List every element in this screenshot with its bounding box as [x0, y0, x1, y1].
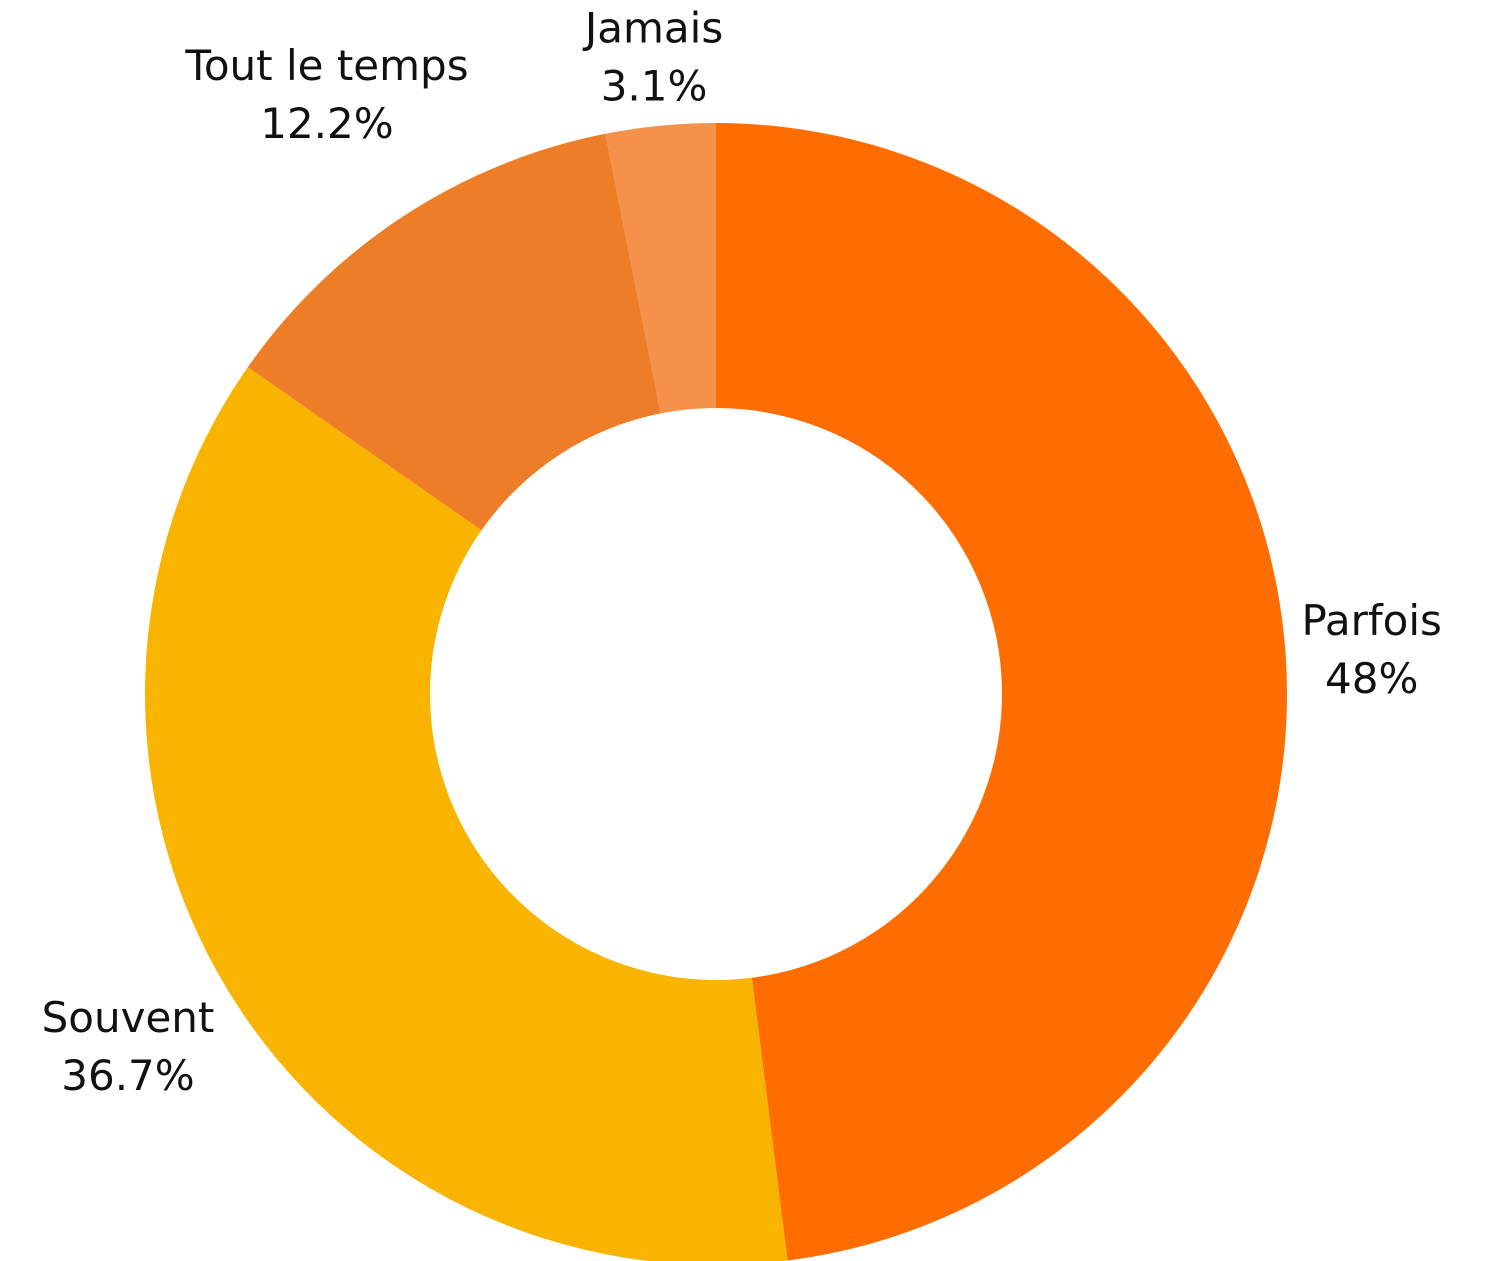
donut-slice	[247, 133, 661, 531]
slice-value-label: 3.1%	[601, 62, 708, 111]
slice-label: Souvent	[42, 993, 215, 1042]
slice-label: Jamais	[582, 4, 723, 53]
slice-value-label: 12.2%	[260, 99, 393, 148]
slice-value-label: 36.7%	[61, 1051, 194, 1100]
donut-slice	[716, 123, 1288, 1261]
slice-value-label: 48%	[1325, 654, 1418, 703]
slice-label: Parfois	[1301, 596, 1441, 645]
donut-slice	[145, 367, 788, 1261]
slice-label: Tout le temps	[184, 41, 468, 90]
donut-slice	[605, 123, 716, 414]
